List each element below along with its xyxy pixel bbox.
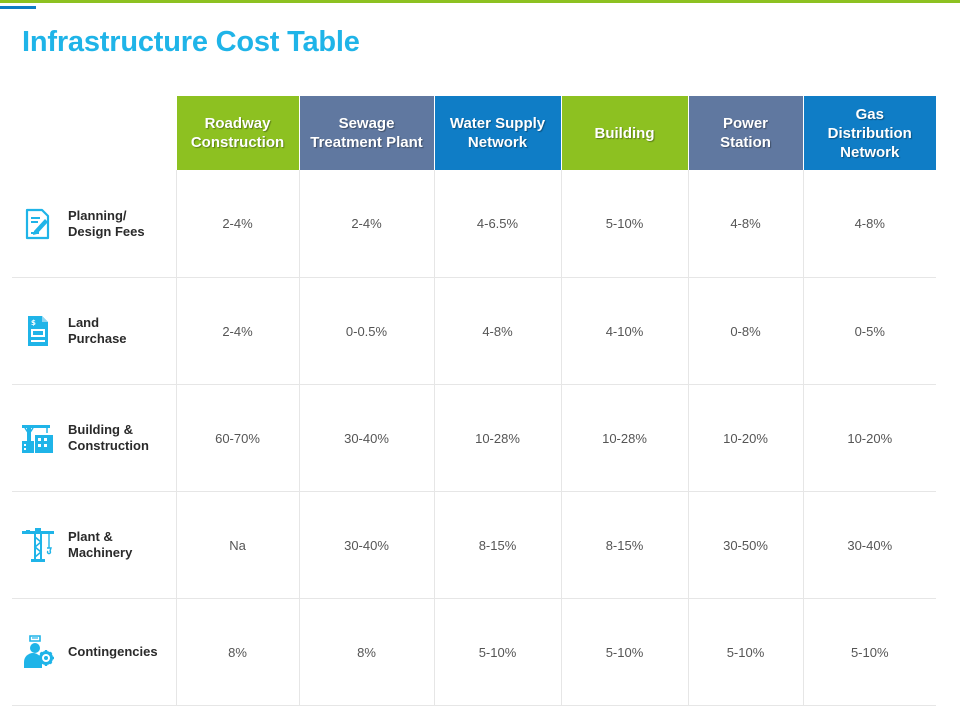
row-header-plant-machinery: Plant & Machinery <box>12 491 176 599</box>
table-cell: 30-40% <box>298 491 434 599</box>
table-cell: 5-10% <box>433 598 561 706</box>
row-label: Planning/ Design Fees <box>68 207 145 239</box>
top-accent-line <box>0 0 960 3</box>
document-pen-icon <box>21 206 55 242</box>
row-label: Land Purchase <box>68 315 127 346</box>
table-cell: 30-40% <box>298 384 434 492</box>
table-cell: 0-5% <box>802 277 936 385</box>
row-header-planning-design-fees: Planning/ Design Fees <box>12 170 176 278</box>
table-cell: 4-10% <box>560 277 688 385</box>
table-cell: 4-8% <box>433 277 561 385</box>
table-cell: 8-15% <box>560 491 688 599</box>
table-cell: 10-20% <box>802 384 936 492</box>
invoice-icon: $ <box>21 313 55 349</box>
row-label: Plant & Machinery <box>68 529 133 560</box>
table-cell: 4-6.5% <box>433 170 561 278</box>
buildings-crane-icon <box>21 420 55 456</box>
column-header-building: Building <box>560 96 688 170</box>
table-cell: 0-0.5% <box>298 277 434 385</box>
table-cell: 30-40% <box>802 491 936 599</box>
table-cell: Na <box>175 491 299 599</box>
table-cell: 8-15% <box>433 491 561 599</box>
page-title: Infrastructure Cost Table <box>22 26 360 58</box>
column-header-water-supply-network: Water Supply Network <box>433 96 561 170</box>
column-header-sewage-treatment-plant: Sewage Treatment Plant <box>298 96 434 170</box>
table-row: Plant & Machinery Na 30-40% 8-15% 8-15% … <box>12 491 936 599</box>
header-row: Roadway Construction Sewage Treatment Pl… <box>12 96 936 170</box>
top-accent-bar <box>0 6 36 9</box>
table-cell: 2-4% <box>175 170 299 278</box>
row-label: Building & Construction <box>68 422 149 453</box>
person-gear-icon <box>21 634 55 670</box>
table-cell: 5-10% <box>560 170 688 278</box>
table-cell: 4-8% <box>802 170 936 278</box>
table-cell: 5-10% <box>802 598 936 706</box>
svg-text:$: $ <box>31 319 36 327</box>
table-cell: 8% <box>175 598 299 706</box>
table-row: Planning/ Design Fees 2-4% 2-4% 4-6.5% 5… <box>12 170 936 278</box>
column-header-gas-distribution-network: Gas Distribution Network <box>802 96 936 170</box>
cost-table: Roadway Construction Sewage Treatment Pl… <box>12 96 936 706</box>
table-cell: 8% <box>298 598 434 706</box>
header-corner <box>12 96 176 170</box>
table-cell: 60-70% <box>175 384 299 492</box>
table-cell: 4-8% <box>687 170 803 278</box>
table-cell: 5-10% <box>560 598 688 706</box>
row-label: Contingencies <box>68 644 158 659</box>
table-cell: 10-28% <box>433 384 561 492</box>
table-cell: 2-4% <box>175 277 299 385</box>
table-row: $ Land Purchase 2-4% 0-0.5% 4-8% 4-10% 0… <box>12 277 936 385</box>
column-header-power-station: Power Station <box>687 96 803 170</box>
table-cell: 10-28% <box>560 384 688 492</box>
table-row: Building & Construction 60-70% 30-40% 10… <box>12 384 936 492</box>
row-header-contingencies: Contingencies <box>12 598 176 706</box>
table-cell: 2-4% <box>298 170 434 278</box>
row-header-land-purchase: $ Land Purchase <box>12 277 176 385</box>
table-cell: 0-8% <box>687 277 803 385</box>
column-header-roadway-construction: Roadway Construction <box>175 96 299 170</box>
table-cell: 5-10% <box>687 598 803 706</box>
tower-crane-icon <box>21 527 55 563</box>
table-cell: 10-20% <box>687 384 803 492</box>
row-header-building-construction: Building & Construction <box>12 384 176 492</box>
table-cell: 30-50% <box>687 491 803 599</box>
table-row: Contingencies 8% 8% 5-10% 5-10% 5-10% 5-… <box>12 598 936 706</box>
